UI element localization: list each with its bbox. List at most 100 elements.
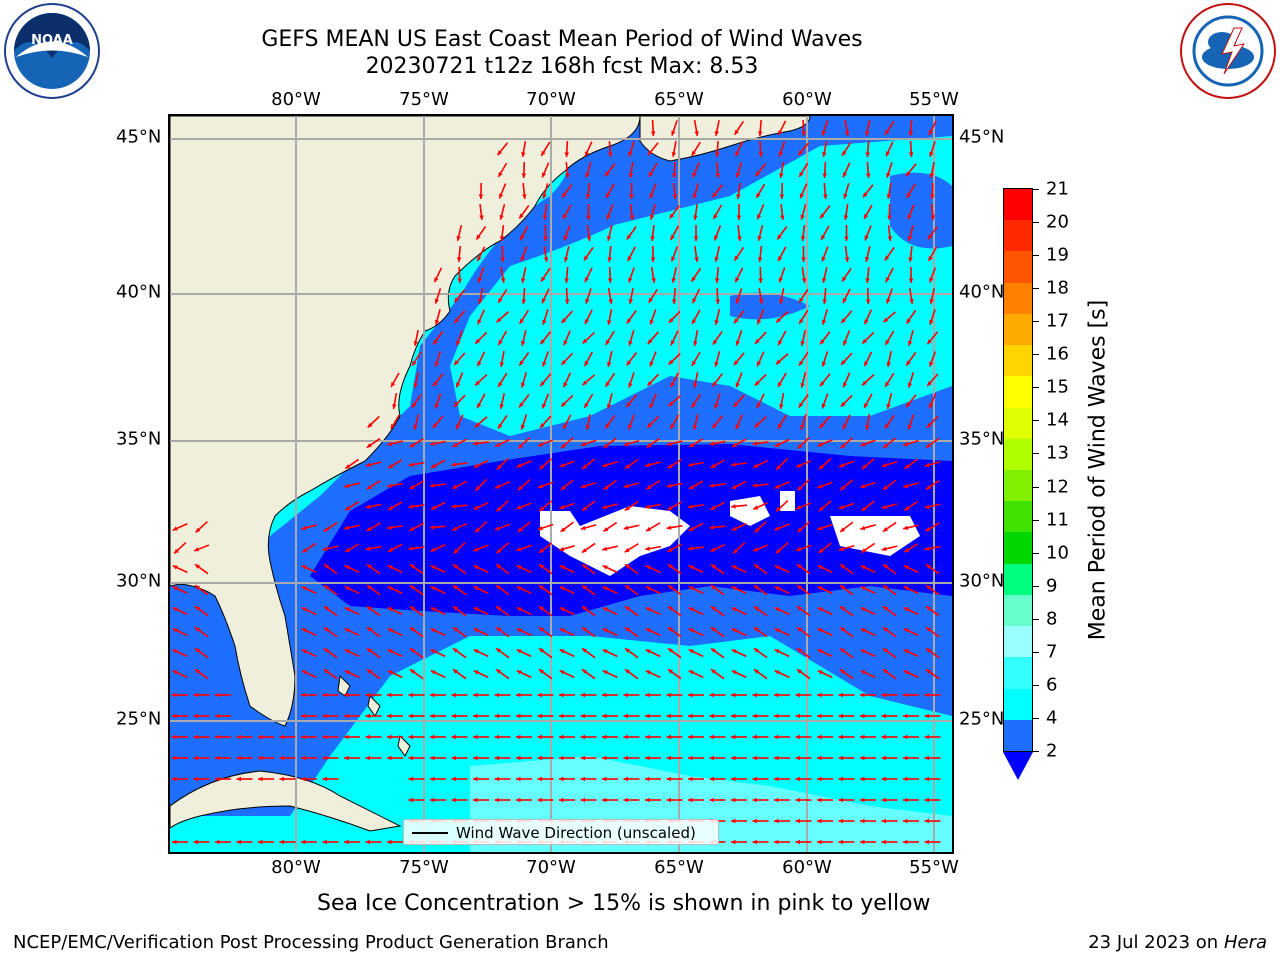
lon-tick-bottom: 75°W (399, 857, 449, 878)
wave-direction-arrowhead (649, 214, 655, 220)
wave-direction-arrowhead (886, 172, 891, 178)
lat-tick-right: 30°N (959, 570, 1005, 592)
wave-direction-arrowhead (322, 776, 327, 782)
wave-direction-arrowhead (455, 424, 461, 430)
wave-direction-arrowhead (928, 130, 933, 136)
wave-direction-arrowhead (903, 649, 909, 654)
wave-direction-arrowhead (864, 235, 869, 241)
wave-direction-arrowhead (628, 382, 633, 388)
colorbar-tick-label: 19 (1046, 244, 1069, 266)
wave-direction-arrowhead (709, 713, 714, 719)
wave-direction-arrowhead (822, 299, 827, 304)
wave-direction-arrowhead (860, 607, 866, 612)
wave-direction-arrowhead (174, 548, 179, 554)
wave-direction-arrowhead (539, 506, 545, 512)
wave-direction-arrowhead (645, 586, 651, 591)
wave-direction-arrowhead (926, 564, 931, 569)
wave-direction-arrowhead (559, 692, 564, 698)
wave-direction-arrowhead (838, 818, 843, 824)
wave-direction-arrowhead (559, 628, 565, 633)
wave-direction-arrowhead (344, 483, 350, 489)
colorbar-tick-mark (1033, 486, 1039, 488)
wave-direction-arrowhead (602, 462, 608, 468)
wave-direction-arrowhead (603, 485, 609, 490)
wave-direction-arrowhead (862, 338, 868, 344)
wave-direction-arrowhead (838, 504, 844, 510)
wave-direction-arrowhead (301, 565, 307, 570)
wave-direction-arrowhead (498, 423, 503, 429)
wave-direction-arrowhead (844, 131, 850, 136)
wave-direction-arrowhead (559, 776, 564, 782)
wave-direction-arrowhead (838, 797, 843, 803)
wave-direction-arrowhead (344, 670, 350, 675)
wave-direction-arrowhead (838, 692, 843, 698)
wave-direction-arrowhead (301, 713, 306, 719)
footer-date: 23 Jul 2023 on Hera (1088, 932, 1267, 953)
wave-direction-arrowhead (476, 234, 481, 240)
wave-direction-arrowhead (279, 755, 284, 761)
wave-direction-arrowhead (774, 670, 780, 675)
wave-direction-arrowhead (602, 504, 608, 510)
wave-direction-arrowhead (817, 670, 823, 675)
wave-direction-arrowhead (666, 692, 671, 698)
wave-direction-arrowhead (736, 194, 741, 199)
colorbar-segment (1004, 657, 1032, 689)
wave-direction-arrowhead (629, 215, 635, 220)
lon-tick-bottom: 70°W (526, 857, 576, 878)
wave-direction-arrowhead (543, 236, 548, 241)
wave-direction-arrowhead (498, 381, 503, 387)
wave-direction-arrowhead (344, 839, 349, 845)
wave-direction-arrowhead (688, 504, 693, 509)
wave-direction-arrowhead (752, 734, 757, 740)
wave-direction-arrowhead (903, 839, 908, 845)
wave-direction-arrowhead (692, 319, 697, 324)
wave-direction-arrowhead (692, 298, 697, 304)
wave-direction-arrowhead (924, 462, 930, 468)
wave-direction-arrowhead (473, 797, 478, 803)
wave-direction-arrowhead (473, 586, 479, 591)
wave-direction-arrowhead (559, 755, 564, 761)
wave-direction-arrowhead (927, 381, 932, 386)
wave-direction-arrowhead (387, 483, 392, 488)
wave-direction-arrowhead (516, 607, 522, 612)
wave-direction-arrowhead (688, 755, 693, 761)
wave-direction-arrowhead (798, 402, 804, 408)
wave-direction-arrowhead (517, 527, 523, 533)
wave-direction-arrowhead (236, 734, 241, 740)
wave-direction-arrowhead (539, 606, 544, 611)
wave-direction-arrowhead (606, 403, 612, 409)
wave-direction-arrowhead (887, 236, 893, 241)
wave-direction-arrowhead (626, 234, 632, 240)
wave-direction-arrowhead (172, 607, 178, 612)
wave-direction-arrowhead (563, 424, 568, 430)
wave-direction-arrowhead (775, 548, 781, 554)
colorbar-segment (1004, 345, 1032, 377)
wave-direction-arrowhead (560, 527, 566, 532)
wave-direction-arrowhead (584, 402, 589, 408)
wave-direction-arrowhead (885, 129, 890, 135)
wave-direction-arrowhead (623, 525, 629, 530)
wave-direction-arrowhead (670, 423, 675, 429)
wave-direction-arrowhead (194, 547, 200, 552)
wave-direction-arrowhead (908, 278, 914, 283)
wave-direction-arrowhead (344, 565, 350, 570)
wave-direction-arrowhead (924, 504, 930, 509)
colorbar-segment (1004, 594, 1032, 627)
wave-direction-arrowhead (733, 360, 739, 366)
wave-direction-arrowhead (537, 797, 542, 803)
wave-direction-arrowhead (796, 463, 802, 468)
wave-direction-arrowhead (688, 649, 694, 654)
wave-direction-arrowhead (861, 464, 867, 470)
colorbar-segment (1004, 251, 1032, 283)
wave-direction-arrowhead (602, 628, 608, 633)
wave-direction-arrowhead (752, 797, 757, 803)
wave-direction-arrowhead (560, 485, 566, 491)
wave-direction-arrowhead (818, 548, 824, 553)
wave-direction-arrowhead (924, 734, 929, 740)
wave-direction-arrowhead (926, 606, 931, 611)
wave-direction-arrowhead (430, 607, 436, 612)
wave-direction-arrowhead (475, 380, 480, 386)
wave-direction-arrowhead (561, 318, 567, 323)
wave-direction-arrowhead (195, 527, 201, 533)
colorbar-segment (1004, 282, 1032, 314)
